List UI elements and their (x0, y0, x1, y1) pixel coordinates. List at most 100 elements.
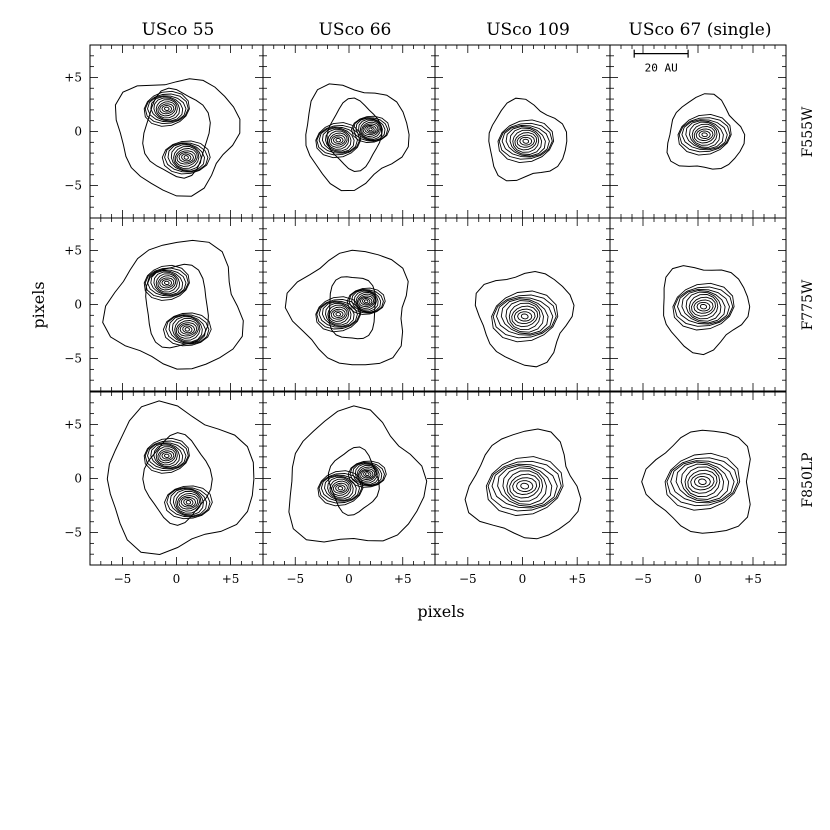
contour-level (324, 475, 357, 501)
contour-level (359, 120, 382, 139)
panel-frame (89, 44, 264, 219)
panel-frame (262, 44, 436, 219)
x-tick-label: 0 (519, 572, 527, 586)
contour-level (183, 498, 194, 507)
contour-level (512, 477, 538, 495)
contour-level (502, 467, 547, 505)
contour-level (505, 125, 546, 157)
y-tick-label: +5 (64, 417, 82, 431)
contour-level (171, 316, 203, 343)
row-label-f850lp: F850LP (800, 452, 816, 507)
contour-level (361, 121, 380, 137)
contour-level (496, 297, 554, 336)
contour-level (147, 95, 187, 123)
contour-level (175, 490, 202, 514)
contour-level (164, 142, 209, 173)
contour-level (497, 119, 555, 164)
contour-level (328, 132, 348, 148)
column-title-usco55: USco 55 (142, 20, 215, 40)
contour-level (505, 300, 544, 333)
contour-level (331, 480, 350, 496)
contour-level (351, 289, 382, 313)
contour-level (516, 134, 535, 148)
x-tick-label: +5 (222, 572, 240, 586)
contour-level (317, 470, 364, 507)
contour-level (485, 456, 564, 516)
contour-level (150, 443, 184, 469)
contour-level (181, 153, 192, 162)
contour-outer (288, 405, 428, 543)
contour-level (368, 127, 373, 132)
contour-level (364, 299, 369, 304)
contour-level (678, 117, 731, 153)
contour-level (144, 267, 189, 299)
contour-level (315, 122, 362, 159)
contour-level (358, 118, 383, 140)
contour-level (355, 117, 386, 141)
contour-level (162, 312, 212, 347)
contour-level (159, 103, 175, 115)
contour-level (325, 302, 352, 326)
contour-envelope (327, 446, 380, 516)
contour-level (513, 308, 536, 325)
contour-level (498, 122, 553, 160)
column-title-usco66: USco 66 (319, 20, 392, 40)
contour-level (688, 294, 719, 320)
panel-1-1 (262, 217, 436, 392)
y-tick-label: −5 (64, 526, 82, 540)
contour-level (153, 271, 181, 295)
x-tick-label: 0 (345, 572, 353, 586)
contour-level (680, 463, 725, 500)
contour-level (522, 138, 530, 144)
contour-level (172, 489, 204, 516)
contour-level (666, 457, 739, 507)
contour-level (356, 293, 376, 309)
contour-level (150, 96, 184, 122)
contour-level (509, 473, 541, 499)
contour-level (163, 453, 170, 458)
panel-2-1: −5 0 +5 (262, 391, 436, 586)
y-axis-label: pixels (29, 281, 48, 328)
contour-level (159, 277, 175, 289)
x-tick-label: −5 (286, 572, 304, 586)
contour-level (327, 130, 350, 150)
contour-outer (641, 429, 751, 534)
y-tick-label: 0 (74, 125, 82, 139)
contour-level (143, 90, 190, 127)
panel-1-0: +5 0 −5 (64, 217, 264, 392)
row-label-f775w: F775W (800, 279, 816, 330)
contour-level (328, 306, 348, 322)
contour-level (155, 99, 178, 119)
contour-level (321, 127, 355, 153)
contour-level (348, 289, 384, 314)
panel-frame (262, 217, 436, 392)
contour-level (325, 128, 352, 152)
contour-level (144, 93, 189, 125)
contour-outer (284, 249, 409, 366)
contour-level (508, 302, 541, 331)
contour-level (685, 291, 722, 322)
contour-envelope (326, 97, 383, 173)
contour-level (693, 126, 716, 144)
y-tick-label: 0 (74, 298, 82, 312)
contour-outer (488, 97, 568, 182)
panel-frame (434, 391, 611, 566)
contour-level (681, 119, 728, 151)
contour-level (685, 120, 724, 150)
contour-level (161, 452, 173, 460)
contour-level (185, 500, 192, 505)
contour-level (520, 482, 530, 490)
contour-level (174, 148, 198, 167)
contour-level (664, 452, 741, 511)
y-tick-label: −5 (64, 352, 82, 366)
panel-2-0: +5 0 −5 −5 0 +5 (64, 391, 264, 586)
contour-level (316, 299, 361, 330)
contour-level (327, 304, 350, 324)
contour-level (173, 146, 200, 169)
contour-level (681, 290, 726, 324)
contour-level (147, 269, 187, 297)
contour-level (182, 325, 193, 334)
contour-level (491, 290, 559, 343)
contour-level (318, 300, 358, 328)
